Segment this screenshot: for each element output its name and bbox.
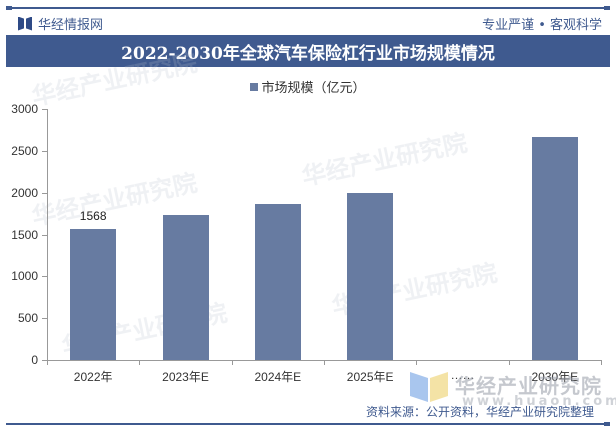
bar xyxy=(254,203,301,360)
y-tick xyxy=(42,109,47,110)
y-tick xyxy=(42,318,47,320)
y-tick xyxy=(42,276,47,278)
tagline: 专业严谨 • 客观科学 xyxy=(482,18,602,33)
x-tick-label: 2024年E xyxy=(254,370,302,384)
chart-title: 2022-2030年全球汽车保险杠行业市场规模情况 xyxy=(121,43,495,64)
bar-data-label: 1568 xyxy=(79,208,107,223)
y-tick-label: 500 xyxy=(17,311,38,326)
top-border-line xyxy=(6,6,610,10)
x-tick-label: 2025年E xyxy=(346,370,394,384)
y-tick-label: 0 xyxy=(31,353,38,367)
chart-title-bar: 2022-2030年全球汽车保险杠行业市场规模情况 xyxy=(6,35,610,67)
x-tick xyxy=(47,360,48,365)
x-tick xyxy=(139,360,141,365)
y-axis xyxy=(47,109,48,360)
y-tick xyxy=(42,150,47,152)
chart-legend: 市场规模（亿元） xyxy=(0,77,616,96)
bar xyxy=(162,214,209,360)
x-tick xyxy=(324,360,325,365)
brand: 华经情报网 xyxy=(18,14,103,33)
x-tick-label: …… xyxy=(450,368,475,382)
y-tick xyxy=(42,234,47,236)
x-tick-label: 2030年E xyxy=(531,370,579,384)
watermark: 华经产业研究院 xyxy=(299,128,470,192)
brand-name: 华经情报网 xyxy=(38,18,104,33)
y-tick-label: 3000 xyxy=(11,102,38,116)
x-tick-label: 2023年E xyxy=(162,370,209,384)
watermark-url: www.huaon.com xyxy=(462,394,616,409)
legend-swatch-icon xyxy=(250,82,259,91)
brand-logo-icon xyxy=(18,17,32,31)
y-tick xyxy=(42,360,47,361)
y-tick-label: 1000 xyxy=(11,269,38,284)
x-tick xyxy=(231,360,233,365)
bar xyxy=(347,193,394,360)
y-tick-label: 1500 xyxy=(11,227,38,242)
x-tick xyxy=(508,360,510,365)
bar xyxy=(531,137,578,360)
watermark-text: 华经产业研究院 xyxy=(455,374,602,398)
x-tick xyxy=(601,360,602,365)
watermark-logo-icon xyxy=(410,372,450,402)
x-tick xyxy=(416,360,418,365)
bar xyxy=(70,228,117,360)
legend-label: 市场规模（亿元） xyxy=(261,81,366,96)
y-tick xyxy=(42,192,47,194)
bottom-border-line xyxy=(6,422,610,426)
y-tick-label: 2500 xyxy=(11,143,38,158)
source-note: 资料来源：公开资料，华经产业研究院整理 xyxy=(365,405,594,419)
x-tick-label: 2022年 xyxy=(73,370,113,384)
y-tick-label: 2000 xyxy=(11,185,38,200)
